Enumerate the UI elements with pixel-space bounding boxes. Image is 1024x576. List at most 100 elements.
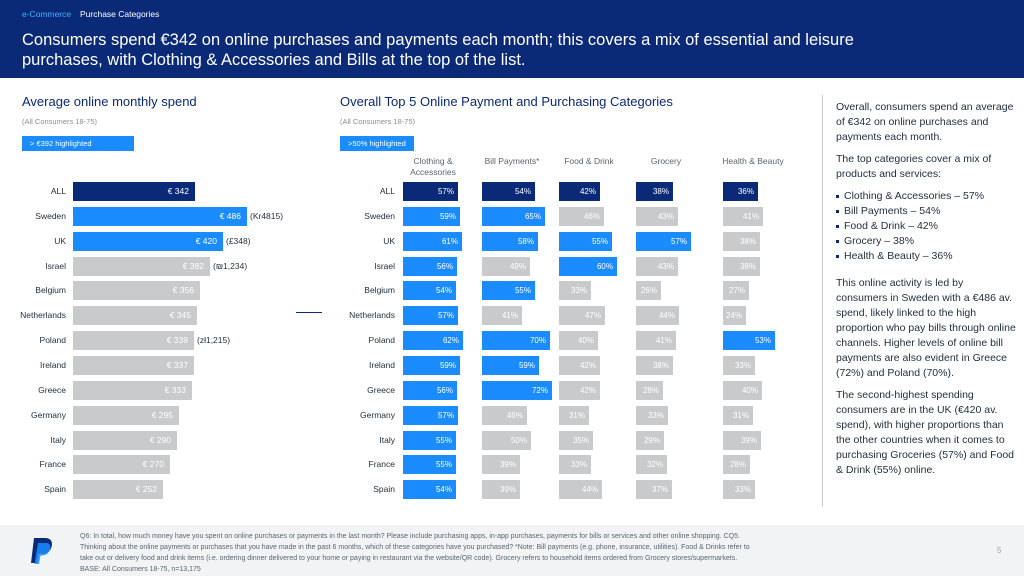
cell-value-label: 56% xyxy=(436,261,453,271)
bar-category-label: Ireland xyxy=(40,359,66,370)
category-cell: 31% xyxy=(723,405,753,425)
cell-value-label: 29% xyxy=(643,435,660,445)
category-cell: 59% xyxy=(403,355,460,375)
methodology-footnote: Q6: In total, how much money have you sp… xyxy=(80,531,960,575)
category-cell: 44% xyxy=(559,480,602,500)
cell-value-label: 39% xyxy=(499,460,516,470)
bar-category-label: Germany xyxy=(31,409,66,420)
cell-value-label: 41% xyxy=(501,311,518,321)
cell-value-label: 57% xyxy=(437,187,454,196)
spend-bar: € 420 xyxy=(73,231,223,251)
column-header: Clothing & Accessories xyxy=(410,156,456,177)
cell-value-label: 56% xyxy=(436,385,453,395)
category-cell: 38% xyxy=(723,256,760,276)
cell-value-label: 28% xyxy=(642,385,659,395)
cell-value-label: 47% xyxy=(584,311,601,321)
category-cell: 49% xyxy=(482,256,530,276)
bar-value-label: € 382 xyxy=(182,260,204,271)
category-cell: 38% xyxy=(636,355,673,375)
cell-value-label: 44% xyxy=(581,485,598,495)
category-cell: 37% xyxy=(636,480,672,500)
category-cell: 35% xyxy=(559,430,593,450)
bar-category-label: UK xyxy=(54,235,66,246)
category-cell: 39% xyxy=(482,480,520,500)
category-cell: 28% xyxy=(636,380,663,400)
cell-value-label: 36% xyxy=(737,187,754,196)
row-label: Ireland xyxy=(369,359,395,370)
cell-value-label: 38% xyxy=(739,261,756,271)
cell-value-label: 59% xyxy=(439,360,456,370)
category-cell: 55% xyxy=(403,455,456,475)
right-chart-title: Overall Top 5 Online Payment and Purchas… xyxy=(340,94,673,109)
row-label: Sweden xyxy=(364,210,395,221)
bar-category-label: Netherlands xyxy=(20,310,66,321)
cell-value-label: 31% xyxy=(568,410,585,420)
spend-bar: € 345 xyxy=(73,306,197,326)
insight-uk: The second-highest spending consumers ar… xyxy=(836,389,1015,476)
local-currency-label: (£348) xyxy=(226,235,251,246)
cell-value-label: 65% xyxy=(524,211,541,221)
bar-value-label: € 345 xyxy=(169,310,191,321)
spend-bar: € 333 xyxy=(73,380,192,400)
cell-value-label: 46% xyxy=(583,211,600,221)
footnote-line: Q6: In total, how much money have you sp… xyxy=(80,533,740,540)
category-cell: 39% xyxy=(482,455,520,475)
bar-category-label: Italy xyxy=(50,434,66,445)
category-cell: 57% xyxy=(403,306,458,326)
footnote-base: BASE: All Consumers 18-75, n=13,175 xyxy=(80,566,201,573)
bar-value-label: € 290 xyxy=(149,434,171,445)
cell-value-label: 33% xyxy=(570,286,587,296)
category-cell: 59% xyxy=(403,206,460,226)
cell-value-label: 62% xyxy=(442,336,459,346)
cell-value-label: 41% xyxy=(655,336,672,346)
category-cell: 46% xyxy=(559,206,604,226)
category-cell: 39% xyxy=(723,430,761,450)
category-cell: 41% xyxy=(482,306,522,326)
category-cell: 72% xyxy=(482,380,552,400)
spend-bar: € 486 xyxy=(73,206,247,226)
column-header: Food & Drink xyxy=(564,156,614,166)
cell-value-label: 38% xyxy=(652,360,669,370)
bar-value-label: € 339 xyxy=(166,335,188,346)
bar-category-label: Greece xyxy=(38,384,66,395)
cell-value-label: 40% xyxy=(577,336,594,346)
category-cell: 41% xyxy=(723,206,763,226)
row-label: Germany xyxy=(360,409,395,420)
bar-category-label: ALL xyxy=(50,186,66,196)
category-cell: 43% xyxy=(636,256,678,276)
category-cell: 36% xyxy=(723,182,758,201)
category-cell: 58% xyxy=(482,231,538,251)
category-cell: 40% xyxy=(723,380,762,400)
category-cell: 55% xyxy=(559,231,612,251)
bar-value-label: € 486 xyxy=(219,210,241,221)
section-divider-tick xyxy=(296,312,322,313)
category-cell: 65% xyxy=(482,206,545,226)
cell-value-label: 43% xyxy=(657,261,674,271)
left-highlight-chip: > €392 highlighted xyxy=(22,136,134,151)
cell-value-label: 57% xyxy=(670,236,687,246)
breadcrumb-section[interactable]: e-Commerce xyxy=(22,9,72,19)
row-label: Belgium xyxy=(364,285,395,296)
cell-value-label: 38% xyxy=(739,236,756,246)
sidebar-divider xyxy=(822,95,823,507)
spend-bar: € 342 xyxy=(73,182,195,201)
footer-bar xyxy=(0,525,1024,576)
row-label: France xyxy=(368,459,395,470)
bar-category-label: France xyxy=(39,459,66,470)
category-cell: 26% xyxy=(636,281,661,301)
breadcrumb-page[interactable]: Purchase Categories xyxy=(80,9,160,19)
header-banner xyxy=(0,0,1024,78)
row-label: ALL xyxy=(379,186,395,196)
local-currency-label: (Kr4815) xyxy=(250,210,284,221)
cell-value-label: 70% xyxy=(529,336,546,346)
cell-value-label: 44% xyxy=(658,311,675,321)
category-cell: 70% xyxy=(482,331,550,351)
paypal-logo-icon xyxy=(31,538,52,564)
cell-value-label: 39% xyxy=(740,435,757,445)
category-cell: 57% xyxy=(403,182,458,201)
bar-value-label: € 252 xyxy=(135,484,157,495)
row-label: Netherlands xyxy=(349,310,395,321)
cell-value-label: 24% xyxy=(725,311,742,321)
row-label: Poland xyxy=(368,335,395,346)
cell-value-label: 35% xyxy=(572,435,589,445)
